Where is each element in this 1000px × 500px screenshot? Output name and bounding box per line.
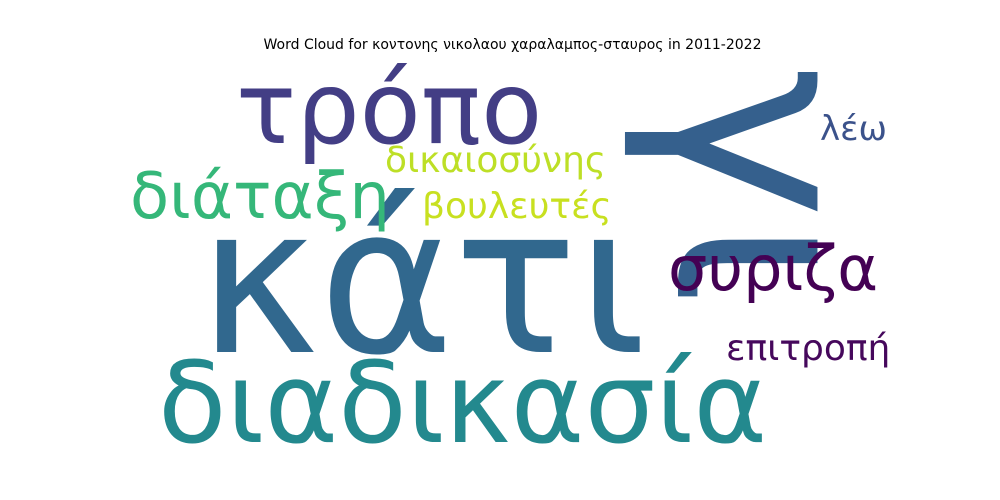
word-diataxi: διάταξη [130, 160, 390, 234]
word-syriza: συριζα [668, 232, 878, 305]
word-vouleftes: βουλευτές [422, 186, 612, 227]
chart-title: Word Cloud for κοντονης νικολαου χαραλαμ… [263, 37, 762, 53]
word-leo: λέω [820, 109, 887, 149]
word-diadikasia: διαδικασία [158, 339, 767, 469]
word-epitropi: επιτροπή [726, 328, 890, 369]
word-tropo: τρόπο [236, 50, 542, 167]
word-gi: γι [617, 68, 914, 305]
word-dikaiosynis: δικαιοσύνης [385, 140, 606, 181]
word-kati: κάτι [198, 163, 647, 401]
